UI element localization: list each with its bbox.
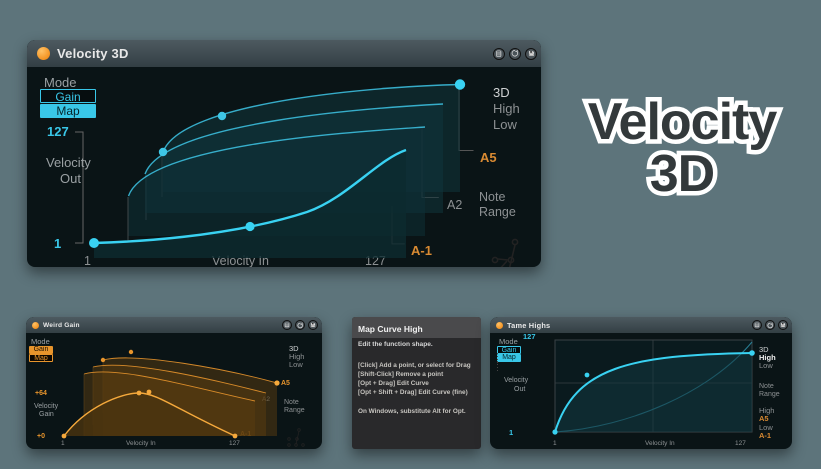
svg-text:Velocity: Velocity — [46, 155, 91, 170]
svg-text:Velocity In: Velocity In — [126, 440, 156, 447]
svg-text:127: 127 — [523, 332, 536, 341]
svg-text:127: 127 — [47, 124, 69, 139]
svg-text:+64: +64 — [35, 390, 47, 397]
svg-text:127: 127 — [229, 440, 240, 447]
svg-text:A2: A2 — [447, 198, 462, 212]
svg-text:1: 1 — [54, 236, 61, 251]
svg-text:1: 1 — [61, 440, 65, 447]
svg-text:Gain: Gain — [39, 411, 54, 418]
svg-text:1: 1 — [84, 254, 91, 267]
svg-text:127: 127 — [735, 440, 746, 447]
svg-text:Velocity: Velocity — [504, 377, 529, 384]
svg-text:Velocity In: Velocity In — [645, 440, 675, 447]
svg-text:Out: Out — [514, 386, 525, 393]
svg-text:A-1: A-1 — [411, 243, 432, 258]
svg-text:Velocity: Velocity — [34, 403, 59, 410]
svg-text:1: 1 — [553, 440, 557, 447]
svg-text:Out: Out — [60, 171, 81, 186]
svg-text:A5: A5 — [480, 150, 497, 165]
svg-text:A5: A5 — [281, 380, 290, 387]
svg-text:1: 1 — [509, 428, 513, 437]
svg-text:+0: +0 — [37, 433, 45, 440]
